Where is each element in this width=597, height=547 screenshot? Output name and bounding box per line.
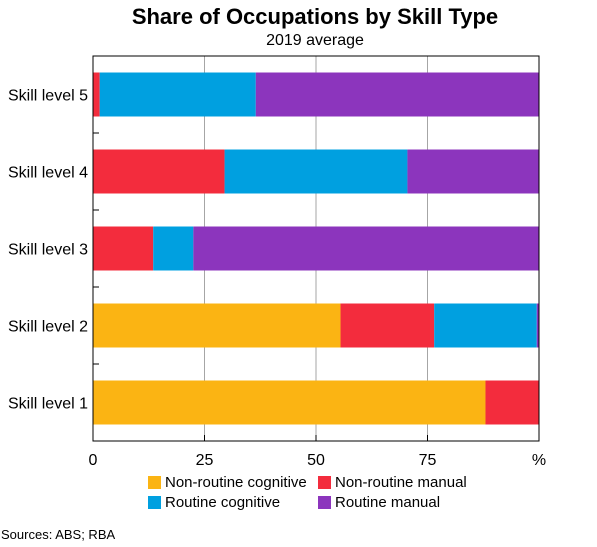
bar-segment	[193, 226, 539, 271]
bar-segment	[99, 72, 256, 117]
bar-segment	[536, 303, 539, 348]
x-tick-label: 25	[196, 452, 214, 469]
legend-swatch	[318, 476, 331, 489]
legend-swatch	[318, 496, 331, 509]
bar-segment	[485, 380, 539, 425]
category-label: Skill level 1	[8, 396, 88, 413]
x-tick-label: 0	[89, 452, 98, 469]
legend-swatch	[148, 476, 161, 489]
bar-segment	[93, 149, 225, 194]
bar-segment	[93, 226, 154, 271]
x-tick-label: 50	[307, 452, 325, 469]
bar-segment	[434, 303, 537, 348]
bar-segment	[93, 303, 341, 348]
bar-segment	[224, 149, 408, 194]
legend-label: Routine manual	[335, 494, 441, 511]
x-tick-label: %	[532, 452, 546, 469]
legend-item: Routine cognitive	[148, 494, 280, 511]
chart-subtitle: 2019 average	[266, 32, 364, 49]
legend-item: Routine manual	[318, 494, 440, 511]
category-label: Skill level 5	[8, 88, 88, 105]
bar-segment	[340, 303, 435, 348]
bar-segment	[255, 72, 540, 117]
legend-label: Routine cognitive	[165, 494, 281, 511]
legend-item: Non-routine manual	[318, 474, 467, 491]
category-label: Skill level 4	[8, 165, 88, 182]
category-label: Skill level 2	[8, 319, 88, 336]
legend-label: Non-routine manual	[335, 474, 467, 491]
legend-item: Non-routine cognitive	[148, 474, 307, 491]
legend-swatch	[148, 496, 161, 509]
bar-segment	[93, 72, 100, 117]
chart-title: Share of Occupations by Skill Type	[131, 4, 499, 29]
sources-note: Sources: ABS; RBA	[1, 527, 116, 542]
bar-segment	[153, 226, 194, 271]
bar-segment	[93, 380, 486, 425]
legend-label: Non-routine cognitive	[165, 474, 307, 491]
category-label: Skill level 3	[8, 242, 88, 259]
x-tick-label: 75	[419, 452, 437, 469]
bar-segment	[407, 149, 539, 194]
